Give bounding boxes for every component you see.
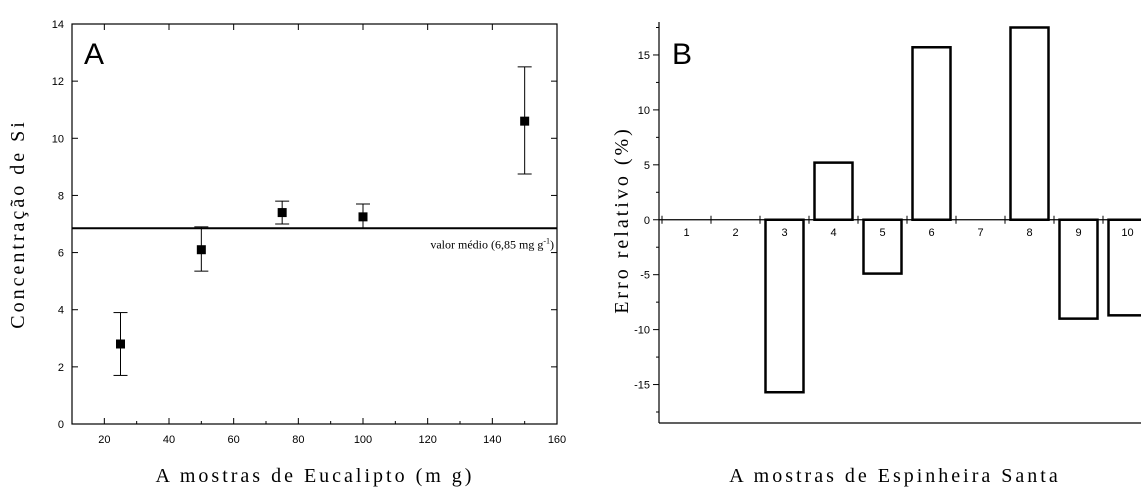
category-label: 3: [781, 227, 787, 239]
category-label: 2: [732, 227, 738, 239]
panel-a-label: A: [84, 38, 104, 71]
panel-a-x-axis-label: A mostras de Eucalipto (m g): [156, 465, 475, 487]
panel-b-y-ticks: -15 -10 -5 0 5 10 15: [634, 26, 659, 413]
x-tick-label: 40: [163, 434, 175, 446]
y-tick-label: 8: [58, 190, 64, 202]
category-label: 7: [977, 227, 983, 239]
category-label: 8: [1026, 227, 1032, 239]
bar-sample-9: [1058, 218, 1099, 320]
panel-a-x-ticks: 20 40 60 80 100 120 140 160: [71, 24, 566, 446]
bar-sample-10: [1107, 218, 1141, 317]
panel-b-chart: B -15 -10 -5 0 5 10 15 1 2 3 4 5 6 7 8 9 10 A mostras d…: [611, 22, 1141, 487]
y-tick-label: -10: [634, 325, 650, 337]
y-tick-label: 12: [52, 76, 64, 88]
x-tick-label: 140: [483, 434, 501, 446]
y-tick-label: 14: [52, 19, 64, 31]
x-tick-label: 160: [548, 434, 566, 446]
data-point-marker: [196, 245, 206, 255]
panel-a-reference-line: valor médio (6,85 mg g-1): [72, 227, 557, 251]
panel-b-bars: 1 2 3 4 5 6 7 8 9 10: [683, 26, 1141, 394]
panel-b-label: B: [672, 38, 692, 71]
category-label: 1: [683, 227, 689, 239]
y-tick-label: 10: [52, 133, 64, 145]
category-label: 9: [1075, 227, 1081, 239]
x-tick-label: 20: [98, 434, 110, 446]
bar-sample-5: [862, 218, 903, 275]
y-tick-label: 15: [638, 50, 650, 62]
panel-b-y-axis-label: Erro relativo (%): [611, 126, 633, 314]
y-tick-label: -15: [634, 380, 650, 392]
y-tick-label: 2: [58, 362, 64, 374]
y-tick-label: 10: [638, 105, 650, 117]
category-label: 6: [928, 227, 934, 239]
panel-b-x-axis-label: A mostras de Espinheira Santa: [729, 465, 1060, 487]
y-tick-label: 0: [58, 419, 64, 431]
panel-a-chart: A 0 2 4 6 8 10 12 14 20 40 60 80 100 120 140 160 valor…: [7, 19, 566, 487]
x-tick-label: 120: [418, 434, 436, 446]
data-point-marker: [358, 212, 368, 222]
x-tick-label: 100: [354, 434, 372, 446]
panel-a-data-points: [113, 66, 532, 376]
x-tick-label: 80: [292, 434, 304, 446]
y-tick-label: 6: [58, 248, 64, 260]
mean-value-label: valor médio (6,85 mg g-1): [430, 236, 554, 251]
bar-sample-6: [911, 46, 952, 222]
category-label: 10: [1121, 227, 1133, 239]
data-point-marker: [277, 208, 287, 218]
category-label: 5: [879, 227, 885, 239]
panel-a-y-ticks: 0 2 4 6 8 10 12 14: [52, 19, 557, 431]
y-tick-label: 0: [644, 215, 650, 227]
y-tick-label: 5: [644, 160, 650, 172]
bar-sample-3: [764, 218, 805, 394]
category-label: 4: [830, 227, 836, 239]
y-tick-label: -5: [640, 270, 650, 282]
panel-a-plot-frame: [71, 23, 558, 425]
y-tick-label: 4: [58, 305, 64, 317]
x-tick-label: 60: [228, 434, 240, 446]
bar-sample-8: [1009, 26, 1050, 222]
panel-a-y-axis-label: Concentração de Si: [7, 119, 29, 329]
data-point-marker: [116, 339, 125, 349]
bar-sample-4: [813, 161, 854, 222]
data-point-marker: [520, 116, 530, 126]
